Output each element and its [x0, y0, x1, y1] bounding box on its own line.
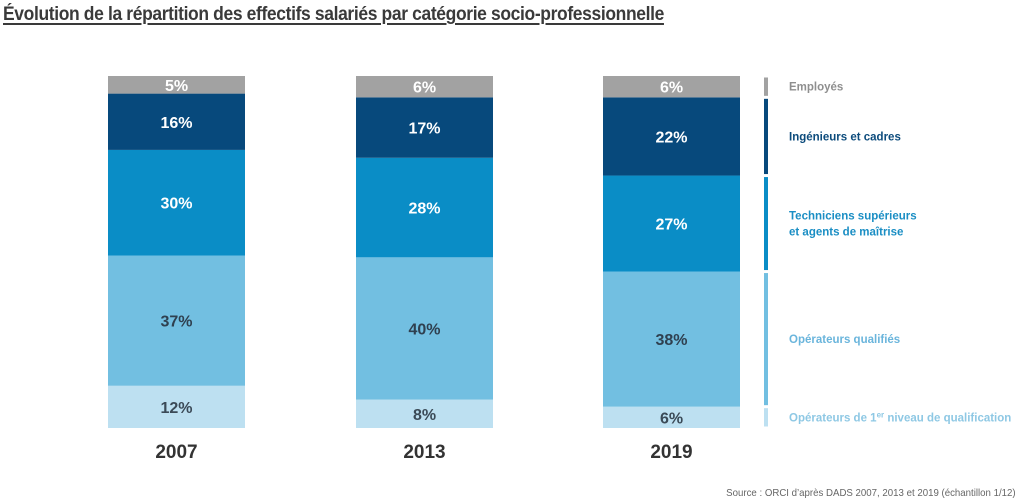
legend-swatch: [764, 408, 768, 427]
bar-value-label: 28%: [408, 201, 440, 218]
bar-value-label: 5%: [165, 78, 188, 95]
source-note: Source : ORCI d’après DADS 2007, 2013 et…: [726, 487, 1016, 499]
bar-segment-2013-3: [356, 97, 493, 158]
legend-label: Techniciens supérieurs: [789, 211, 917, 223]
bar-segment-2013-0: [356, 399, 493, 428]
x-tick-label: 2013: [403, 442, 445, 463]
bar-segment-2013-4: [356, 76, 493, 98]
legend-label: Ingénieurs et cadres: [789, 131, 901, 143]
bar-value-label: 6%: [413, 80, 436, 97]
legend-label: Opérateurs de 1er niveau de qualificatio…: [789, 410, 1011, 424]
bar-segment-2019-2: [603, 175, 740, 272]
bar-segment-2007-4: [108, 76, 245, 94]
legend-label: et agents de maîtrise: [789, 227, 903, 239]
chart-title: Évolution de la répartition des effectif…: [3, 4, 664, 25]
x-tick-label: 2007: [155, 442, 197, 463]
legend-swatch: [764, 273, 768, 406]
bar-segment-2007-1: [108, 255, 245, 386]
bar-value-label: 27%: [655, 217, 687, 234]
bar-value-label: 6%: [660, 80, 683, 97]
bar-value-label: 22%: [655, 129, 687, 146]
x-tick-label: 2019: [650, 442, 692, 463]
bar-value-label: 37%: [160, 314, 192, 331]
bar-value-label: 30%: [160, 196, 192, 213]
bar-segment-2019-1: [603, 271, 740, 407]
legend-swatch: [764, 98, 768, 175]
bar-value-label: 40%: [408, 321, 440, 338]
bar-value-label: 17%: [408, 121, 440, 138]
bar-value-label: 6%: [660, 410, 683, 427]
bar-value-label: 12%: [160, 400, 192, 417]
x-axis-labels: 2007 2013 2019: [155, 442, 692, 463]
bar-segment-2013-1: [356, 257, 493, 400]
bars-group: 12% 37% 30% 16% 5% 8% 40% 28% 17% 6% 6% 38% 27% 22% 6%: [108, 76, 740, 428]
legend-label: Opérateurs qualifiés: [789, 334, 900, 346]
legend-label: Employés: [789, 82, 843, 94]
bar-segment-2013-2: [356, 157, 493, 258]
bar-segment-2019-0: [603, 406, 740, 428]
legend-swatch: [764, 77, 768, 96]
legend: Opérateurs de 1er niveau de qualificatio…: [764, 77, 1011, 427]
legend-swatch: [764, 177, 768, 271]
bar-segment-2007-3: [108, 93, 245, 150]
bar-segment-2019-4: [603, 76, 740, 98]
bar-value-label: 8%: [413, 407, 436, 424]
bar-segment-2007-0: [108, 385, 245, 428]
bar-value-label: 38%: [655, 332, 687, 349]
bar-segment-2007-2: [108, 149, 245, 256]
bar-segment-2019-3: [603, 97, 740, 176]
bar-value-label: 16%: [160, 115, 192, 132]
